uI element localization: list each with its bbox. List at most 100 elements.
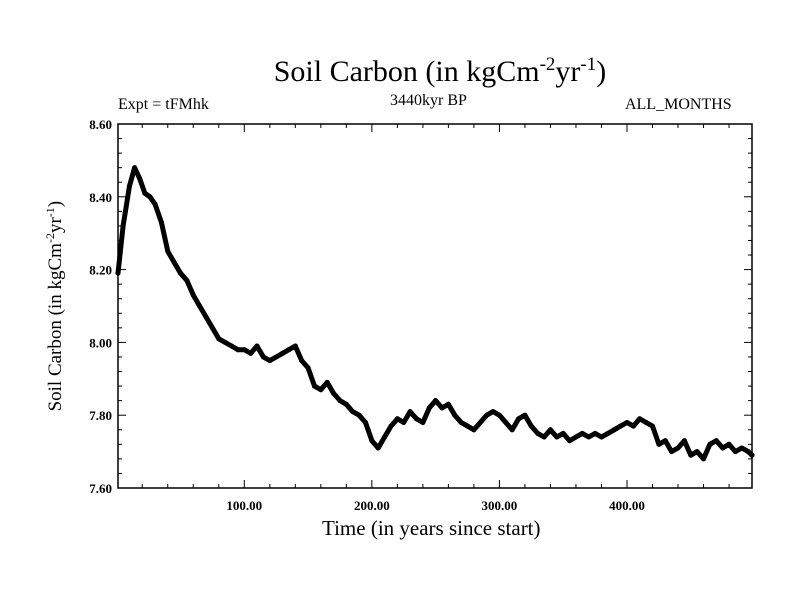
data-point [305,365,311,371]
data-point [137,176,143,182]
data-point [624,420,630,425]
data-point [337,398,343,404]
data-point [152,201,158,207]
y-tick-label: 8.00 [89,335,112,350]
data-point [197,303,203,309]
chart-subtitle: 3440kyr BP [390,92,467,109]
data-point [630,423,636,429]
plot-frame [117,123,753,489]
series-line [115,165,755,462]
y-axis-label: Soil Carbon (in kgCm-2yr-1) [43,156,67,456]
data-point [567,438,573,444]
data-point [203,314,209,320]
title-text: Soil Carbon (in kgCm [273,55,540,88]
data-point [732,449,738,455]
y-axis-superscript-2: -1 [42,207,57,218]
data-point [343,401,349,407]
y-axis-label-mid: yr [45,217,67,234]
data-point [350,409,356,415]
data-point [165,248,171,254]
data-point [171,259,177,265]
data-point [190,292,196,298]
experiment-label: Expt = tFMhk [118,96,209,113]
y-axis-label-end: ) [45,200,67,208]
data-point [420,420,426,425]
data-point [158,219,164,225]
data-point [516,416,522,422]
data-point [127,183,132,189]
data-point [375,445,381,451]
data-point [363,420,368,425]
data-point [312,383,317,389]
title-superscript-1: -2 [539,54,556,75]
data-point [618,423,624,429]
data-point [369,438,375,444]
data-point [439,405,445,411]
data-point [394,416,400,422]
data-point [681,438,687,444]
data-point [650,423,655,429]
data-point [254,343,260,349]
data-point [229,343,234,349]
data-point [554,434,560,440]
data-point [643,420,649,425]
y-tick-label: 8.40 [89,190,112,205]
data-point [573,434,579,440]
data-point [484,412,490,418]
x-tick-label: 300.00 [482,498,518,513]
data-point [433,398,439,404]
data-point [407,409,413,415]
data-point [522,412,528,418]
data-point [382,434,388,440]
x-tick-label: 100.00 [226,498,262,513]
data-point [726,441,732,447]
data-point [142,190,148,196]
data-point [235,347,241,353]
data-point [611,427,617,433]
chart-title: Soil Carbon (in kgCm-2yr-1) [0,54,800,89]
data-point [496,412,502,418]
data-point [656,441,662,447]
data-point [241,347,247,353]
data-point [184,278,190,283]
data-point [707,441,713,447]
data-point [579,430,585,436]
y-tick-label: 8.20 [89,263,112,278]
data-point [324,379,330,385]
data-point [745,449,751,455]
data-point [222,339,228,345]
data-point [739,445,745,451]
data-point [592,430,598,436]
data-point [280,350,286,356]
data-point [528,423,534,429]
y-tick-label: 7.60 [89,481,112,496]
data-point [535,430,541,436]
data-point [694,449,700,455]
data-point [465,423,470,429]
data-point [471,427,477,433]
data-point [675,445,681,451]
x-tick-label: 400.00 [609,498,645,513]
x-tick-label: 200.00 [354,498,390,513]
data-point [599,434,604,440]
months-label: ALL_MONTHS [625,96,732,113]
data-point [452,412,458,418]
title-superscript-2: -1 [580,54,597,75]
data-point [178,270,183,276]
data-point [445,401,451,407]
data-point [318,387,324,393]
data-point [560,430,566,436]
data-point [662,438,668,444]
data-point [688,452,694,458]
data-point [273,354,279,360]
title-text-end: ) [596,55,607,88]
data-point [356,412,362,418]
data-point [260,354,266,360]
data-point [720,445,726,451]
data-point [490,409,496,415]
data-point [216,336,222,342]
data-point [401,420,407,425]
data-point [248,350,254,356]
data-point [388,423,394,429]
